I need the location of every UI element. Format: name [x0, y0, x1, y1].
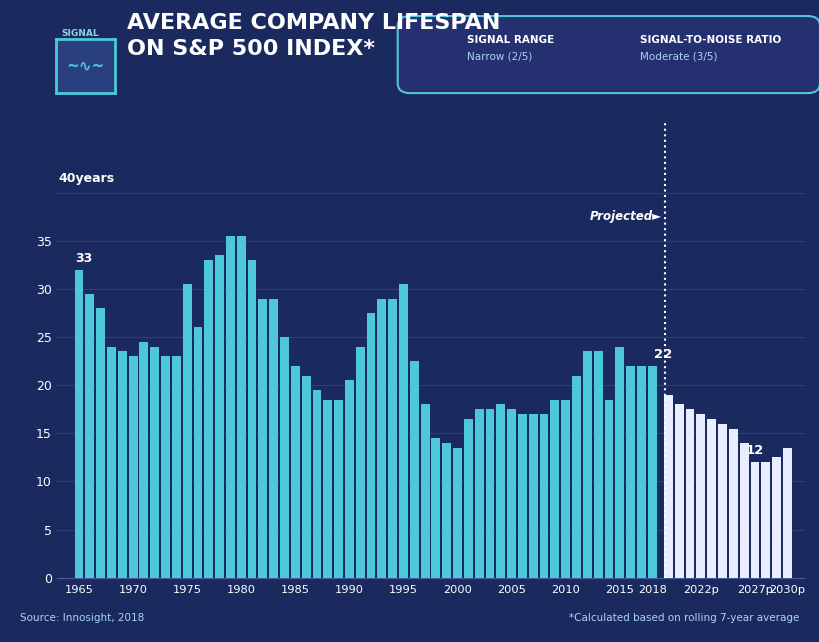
Bar — [695, 414, 704, 578]
Bar — [355, 347, 364, 578]
Bar — [728, 429, 737, 578]
Text: AVERAGE COMPANY LIFESPAN: AVERAGE COMPANY LIFESPAN — [127, 13, 500, 33]
Bar — [749, 462, 758, 578]
Bar — [139, 342, 148, 578]
Bar — [420, 404, 429, 578]
Bar — [771, 457, 780, 578]
Bar — [434, 57, 439, 78]
Bar — [674, 404, 683, 578]
Text: 40years: 40years — [58, 172, 115, 185]
Bar — [387, 299, 396, 578]
Bar — [301, 376, 310, 578]
Bar — [685, 410, 694, 578]
Bar — [118, 352, 127, 578]
Bar — [453, 448, 461, 578]
Bar — [269, 299, 278, 578]
Bar — [258, 299, 267, 578]
Bar — [237, 236, 246, 578]
Bar — [582, 352, 591, 578]
Bar — [280, 337, 288, 578]
Bar — [539, 414, 548, 578]
Text: SIGNAL-TO-NOISE RATIO: SIGNAL-TO-NOISE RATIO — [639, 35, 780, 45]
Bar — [161, 356, 170, 578]
Bar — [706, 419, 715, 578]
Bar — [782, 448, 791, 578]
Bar — [85, 294, 94, 578]
Bar — [663, 395, 672, 578]
Bar — [647, 366, 656, 578]
Bar — [96, 308, 105, 578]
Bar — [507, 410, 515, 578]
Bar — [760, 462, 769, 578]
Bar — [431, 438, 440, 578]
Bar — [204, 260, 213, 578]
Bar — [518, 414, 527, 578]
Text: SIGNAL: SIGNAL — [61, 29, 99, 38]
Bar — [333, 399, 342, 578]
Bar — [449, 40, 454, 78]
Text: *Calculated based on rolling 7-year average: *Calculated based on rolling 7-year aver… — [568, 612, 799, 623]
Bar — [410, 361, 419, 578]
Bar — [550, 399, 559, 578]
Bar — [75, 270, 84, 578]
Bar — [739, 443, 748, 578]
Bar — [193, 327, 202, 578]
Bar — [366, 313, 375, 578]
Bar — [560, 399, 569, 578]
Text: SIGNAL RANGE: SIGNAL RANGE — [467, 35, 554, 45]
Bar — [215, 255, 224, 578]
Text: Narrow (2/5): Narrow (2/5) — [467, 51, 532, 62]
Text: 33: 33 — [75, 252, 92, 265]
Text: Source: Innosight, 2018: Source: Innosight, 2018 — [20, 612, 145, 623]
Bar — [399, 284, 407, 578]
Text: ON S&P 500 INDEX*: ON S&P 500 INDEX* — [127, 39, 374, 58]
Bar — [150, 347, 159, 578]
Bar — [226, 236, 234, 578]
Bar — [183, 284, 192, 578]
Bar — [247, 260, 256, 578]
Bar — [495, 404, 505, 578]
Bar — [528, 414, 537, 578]
Bar — [593, 352, 602, 578]
Bar — [427, 65, 432, 78]
Text: 12: 12 — [744, 444, 762, 457]
Bar — [464, 419, 473, 578]
Text: Projected►: Projected► — [589, 210, 661, 223]
Bar — [441, 443, 450, 578]
Bar — [485, 410, 494, 578]
Bar — [345, 380, 353, 578]
Text: 22: 22 — [654, 348, 672, 361]
Bar — [172, 356, 180, 578]
Bar — [572, 376, 580, 578]
Bar — [323, 399, 332, 578]
Bar — [377, 299, 386, 578]
Text: ~∿~: ~∿~ — [66, 58, 104, 73]
Bar — [441, 49, 446, 78]
Bar — [107, 347, 115, 578]
Bar — [626, 366, 634, 578]
Bar — [312, 390, 321, 578]
Bar — [614, 347, 623, 578]
Bar — [474, 410, 483, 578]
Bar — [717, 424, 726, 578]
Text: Moderate (3/5): Moderate (3/5) — [639, 51, 717, 62]
Bar — [604, 399, 613, 578]
Bar — [291, 366, 300, 578]
Bar — [636, 366, 645, 578]
Bar — [129, 356, 138, 578]
